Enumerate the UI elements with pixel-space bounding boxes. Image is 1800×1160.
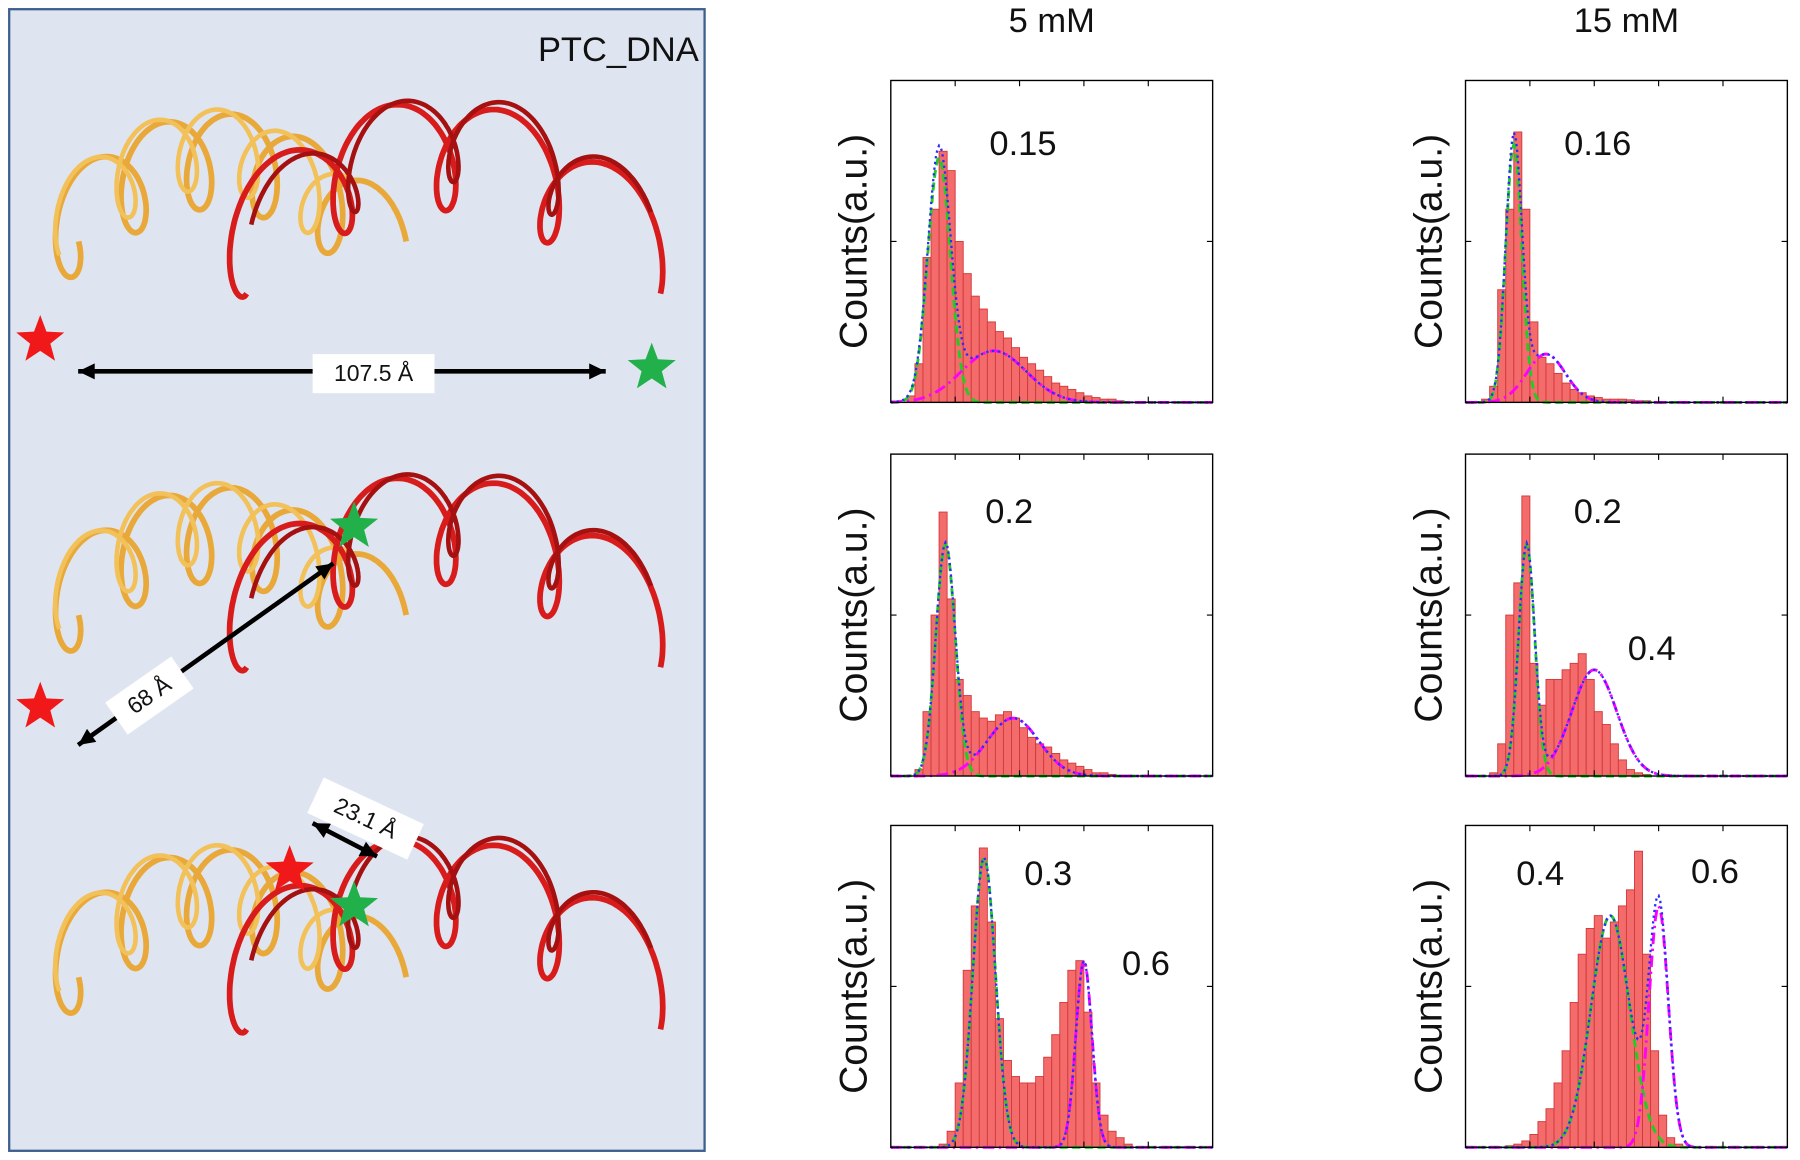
label-star bbox=[627, 342, 676, 389]
bar bbox=[1577, 953, 1587, 1148]
bar bbox=[1521, 495, 1531, 777]
bar bbox=[986, 321, 996, 403]
peak-annotation: 0.6 bbox=[1122, 945, 1170, 983]
fit-curve bbox=[890, 716, 1213, 778]
arrow-head bbox=[312, 823, 332, 838]
bar bbox=[1537, 704, 1547, 777]
bar bbox=[1027, 1082, 1037, 1148]
label-box bbox=[105, 656, 194, 735]
bar bbox=[1569, 389, 1579, 403]
strand-red bbox=[249, 472, 654, 599]
bar bbox=[970, 711, 980, 777]
bar bbox=[1617, 759, 1627, 777]
label-star bbox=[330, 880, 379, 927]
strand-yellow bbox=[52, 107, 356, 257]
y-axis-label: Counts(a.u.) bbox=[1407, 508, 1450, 723]
bar bbox=[938, 511, 948, 777]
bar bbox=[1593, 711, 1603, 777]
structures: 107.5 Å68 Å23.1 Å bbox=[16, 98, 676, 1036]
y-axis-label: Counts(a.u.) bbox=[833, 508, 876, 723]
bar bbox=[1553, 678, 1563, 777]
y-axis-label: Counts(a.u.) bbox=[1407, 879, 1450, 1094]
y-axis-label: Counts(a.u.) bbox=[833, 879, 876, 1094]
y-axis-label: Counts(a.u.) bbox=[1407, 134, 1450, 349]
bar bbox=[1051, 1034, 1061, 1148]
panel-title: PTC_DNA bbox=[538, 31, 699, 69]
bar bbox=[1027, 363, 1037, 403]
bar bbox=[1601, 937, 1611, 1148]
bar bbox=[1545, 363, 1555, 403]
bar bbox=[1011, 717, 1020, 777]
arrow-head bbox=[78, 363, 95, 380]
label-star bbox=[16, 681, 65, 728]
bar bbox=[946, 598, 956, 777]
bar bbox=[1561, 382, 1571, 403]
bar bbox=[1609, 921, 1619, 1148]
bar bbox=[1043, 1056, 1053, 1148]
bar bbox=[1585, 678, 1595, 777]
strand-red bbox=[249, 834, 654, 961]
column-header: 15 mM bbox=[1574, 2, 1679, 40]
bar bbox=[930, 208, 940, 403]
y-axis-label: Counts(a.u.) bbox=[833, 134, 876, 349]
bar bbox=[1011, 347, 1020, 403]
bar bbox=[1505, 208, 1515, 403]
label-box bbox=[312, 354, 435, 394]
bar bbox=[978, 308, 988, 403]
bar bbox=[1609, 743, 1619, 777]
peak-annotation: 0.3 bbox=[1024, 855, 1072, 893]
bar bbox=[1553, 372, 1563, 403]
distance-text: 107.5 Å bbox=[334, 359, 414, 386]
label-box bbox=[307, 777, 424, 860]
peak-annotation: 0.2 bbox=[985, 493, 1033, 531]
bar bbox=[1002, 337, 1012, 403]
arrow-head bbox=[315, 563, 334, 580]
label-star bbox=[330, 501, 379, 548]
bar bbox=[1601, 724, 1611, 777]
label-star bbox=[16, 315, 65, 361]
arrow-head bbox=[589, 363, 606, 380]
bar bbox=[1027, 736, 1037, 777]
label-star bbox=[265, 844, 314, 891]
strand-red bbox=[249, 98, 654, 226]
bar bbox=[1059, 385, 1069, 403]
bar bbox=[1537, 1121, 1547, 1148]
peak-annotation: 0.2 bbox=[1574, 493, 1622, 531]
peak-annotation: 0.4 bbox=[1628, 630, 1676, 668]
arrow-head bbox=[78, 728, 97, 745]
bar bbox=[1505, 614, 1515, 777]
bar bbox=[1577, 653, 1587, 777]
bar bbox=[1529, 1134, 1539, 1148]
bar bbox=[1569, 1002, 1579, 1148]
bar bbox=[978, 847, 988, 1148]
column-header: 5 mM bbox=[1009, 2, 1095, 40]
bar bbox=[1035, 1076, 1045, 1148]
arrow-head bbox=[358, 841, 378, 857]
bar bbox=[1537, 356, 1547, 403]
peak-annotation: 0.16 bbox=[1564, 125, 1631, 163]
bar bbox=[970, 295, 980, 403]
strand-yellow bbox=[52, 843, 356, 992]
peak-annotation: 0.6 bbox=[1691, 853, 1739, 891]
bar bbox=[994, 331, 1004, 403]
peak-annotation: 0.15 bbox=[989, 125, 1056, 163]
bar bbox=[1019, 1082, 1029, 1148]
bar bbox=[922, 257, 932, 403]
bar bbox=[1035, 743, 1045, 777]
bar bbox=[1545, 678, 1555, 777]
bar bbox=[1019, 727, 1029, 777]
bar bbox=[1019, 356, 1029, 403]
peak-annotation: 0.4 bbox=[1516, 855, 1564, 893]
bar bbox=[1569, 662, 1579, 777]
distance-label: 107.5 Å bbox=[312, 354, 435, 394]
bar bbox=[1545, 1108, 1555, 1148]
bar bbox=[1011, 1076, 1020, 1148]
